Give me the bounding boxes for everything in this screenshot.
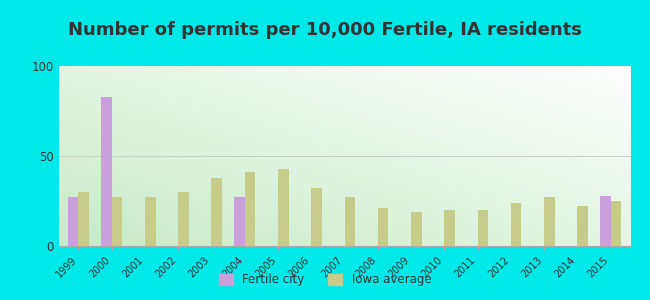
Bar bbox=[600, 196, 610, 246]
Bar bbox=[411, 212, 422, 246]
Bar bbox=[311, 188, 322, 246]
Bar bbox=[245, 172, 255, 246]
Text: Number of permits per 10,000 Fertile, IA residents: Number of permits per 10,000 Fertile, IA… bbox=[68, 21, 582, 39]
Bar bbox=[478, 210, 488, 246]
Bar bbox=[344, 197, 355, 246]
Bar bbox=[544, 197, 554, 246]
Bar bbox=[278, 169, 289, 246]
Legend: Fertile city, Iowa average: Fertile city, Iowa average bbox=[214, 269, 436, 291]
Bar bbox=[211, 178, 222, 246]
Bar bbox=[178, 192, 189, 246]
Bar bbox=[444, 210, 455, 246]
Bar bbox=[145, 197, 155, 246]
Bar bbox=[79, 192, 89, 246]
Bar bbox=[234, 197, 245, 246]
Bar bbox=[511, 203, 521, 246]
Bar bbox=[378, 208, 389, 246]
Bar bbox=[112, 197, 122, 246]
Bar bbox=[577, 206, 588, 246]
Bar bbox=[68, 197, 79, 246]
Bar bbox=[101, 97, 112, 246]
Bar bbox=[610, 201, 621, 246]
